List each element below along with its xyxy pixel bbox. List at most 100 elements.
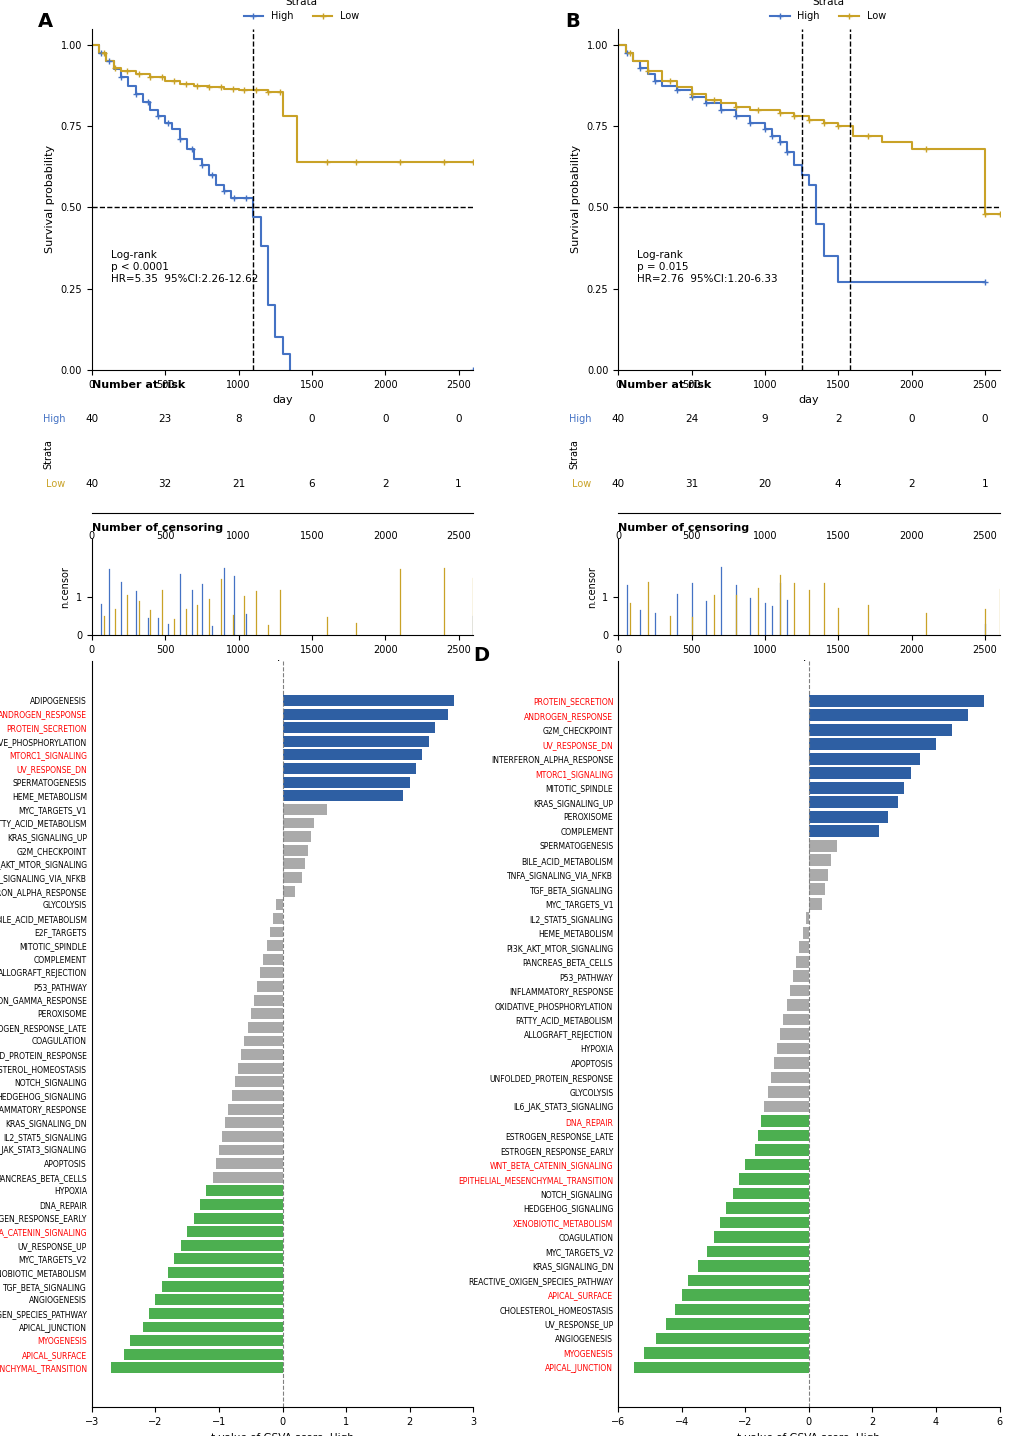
Bar (282, 763, 416, 774)
Bar (186, 1226, 282, 1238)
Bar (222, 1132, 282, 1142)
X-axis label: t value of GSVA score, High
versus Low: t value of GSVA score, High versus Low (211, 1433, 354, 1436)
Bar (675, 1304, 808, 1315)
Text: Number of censoring: Number of censoring (92, 524, 223, 533)
Bar (808, 709, 967, 721)
Bar (738, 1173, 808, 1185)
Text: 2: 2 (381, 478, 388, 488)
Bar (231, 1090, 282, 1101)
Y-axis label: n.censor: n.censor (586, 566, 596, 607)
Bar (745, 1159, 808, 1170)
Bar (282, 817, 314, 829)
Bar (808, 767, 910, 780)
Text: 1500: 1500 (300, 531, 324, 541)
Legend: High, Low: High, Low (239, 0, 363, 26)
Bar (200, 1199, 282, 1211)
Text: High: High (569, 415, 591, 424)
Text: 0: 0 (454, 415, 462, 424)
Text: 4: 4 (835, 478, 841, 488)
Bar (123, 1348, 282, 1360)
Text: 8: 8 (235, 415, 242, 424)
Bar (168, 1267, 282, 1278)
Text: Log-rank
p < 0.0001
HR=5.35  95%CI:2.26-12.62: Log-rank p < 0.0001 HR=5.35 95%CI:2.26-1… (111, 250, 258, 284)
Bar (260, 968, 282, 978)
Bar (282, 859, 305, 869)
Bar (194, 1212, 282, 1223)
Bar (808, 695, 982, 707)
Bar (719, 1216, 808, 1228)
Bar (225, 1117, 282, 1129)
Text: 1: 1 (980, 478, 987, 488)
Text: 500: 500 (156, 531, 174, 541)
Text: 1: 1 (454, 478, 462, 488)
Bar (808, 797, 897, 808)
Bar (799, 942, 808, 954)
Bar (273, 913, 282, 923)
Text: 6: 6 (308, 478, 315, 488)
Text: Strata: Strata (43, 439, 53, 470)
Bar (155, 1294, 282, 1305)
Text: Low: Low (572, 478, 591, 488)
Bar (726, 1202, 808, 1213)
Bar (805, 912, 808, 923)
Bar (808, 738, 935, 750)
Text: 40: 40 (86, 415, 98, 424)
Bar (282, 844, 308, 856)
Bar (266, 941, 282, 951)
Text: Number of censoring: Number of censoring (618, 524, 749, 533)
Bar (149, 1308, 282, 1318)
Bar (228, 1104, 282, 1114)
Bar (808, 811, 888, 823)
Text: Low: Low (46, 478, 65, 488)
Bar (219, 1144, 282, 1156)
Text: day: day (272, 566, 292, 576)
Bar (240, 1050, 282, 1060)
Bar (780, 1028, 808, 1040)
Bar (257, 981, 282, 992)
Text: 2: 2 (835, 415, 841, 424)
Bar (174, 1254, 282, 1264)
Bar (757, 1130, 808, 1142)
X-axis label: day: day (272, 395, 292, 405)
Text: Strata: Strata (569, 439, 579, 470)
Bar (282, 831, 311, 841)
Text: 1000: 1000 (226, 531, 251, 541)
Text: B: B (565, 11, 579, 30)
Bar (282, 777, 410, 787)
Bar (808, 898, 820, 909)
Bar (162, 1281, 282, 1291)
Bar (282, 735, 428, 747)
Bar (216, 1159, 282, 1169)
Bar (276, 899, 282, 910)
Bar (282, 886, 294, 896)
Text: 40: 40 (86, 478, 98, 488)
Bar (792, 971, 808, 982)
Bar (688, 1275, 808, 1287)
Bar (143, 1321, 282, 1333)
Bar (808, 724, 951, 735)
Bar (248, 1022, 282, 1032)
Bar (808, 752, 919, 764)
Bar (706, 1246, 808, 1258)
Bar (770, 1071, 808, 1083)
Bar (808, 826, 878, 837)
Bar (634, 1361, 808, 1373)
Bar (773, 1057, 808, 1068)
Text: 2000: 2000 (373, 531, 397, 541)
Bar (263, 954, 282, 965)
Bar (808, 869, 827, 880)
Text: 21: 21 (231, 478, 245, 488)
Text: 9: 9 (761, 415, 767, 424)
Bar (789, 985, 808, 997)
Bar (665, 1318, 808, 1330)
Bar (697, 1261, 808, 1272)
Text: 24: 24 (684, 415, 697, 424)
Text: 2500: 2500 (445, 531, 471, 541)
Bar (786, 999, 808, 1011)
Y-axis label: n.censor: n.censor (60, 566, 70, 607)
Bar (643, 1347, 808, 1358)
Bar (282, 872, 302, 883)
Bar (282, 750, 422, 761)
Bar (251, 1008, 282, 1020)
Bar (763, 1101, 808, 1113)
